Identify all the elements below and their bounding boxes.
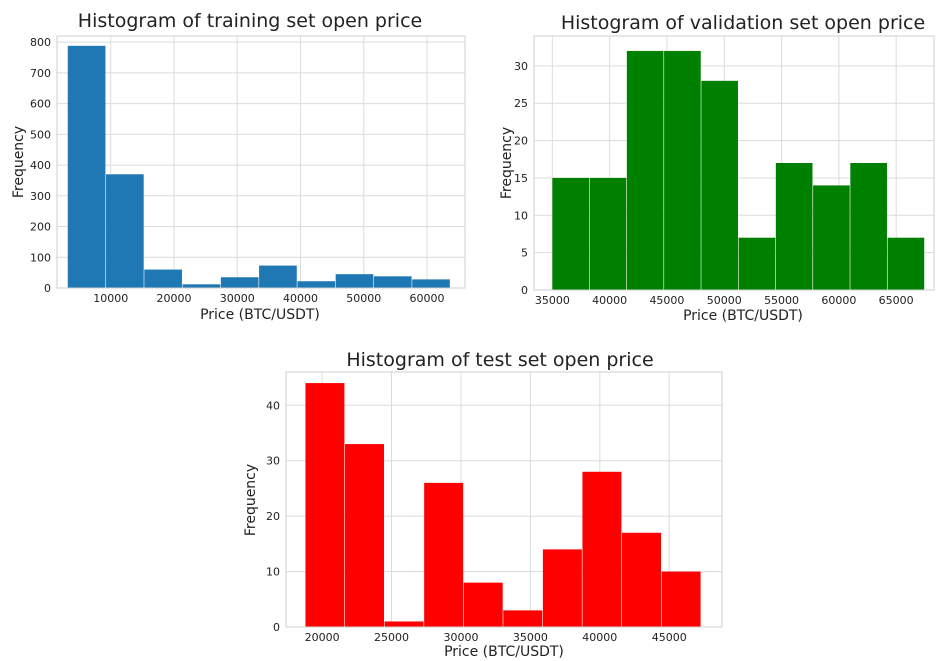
y-tick-label: 10: [266, 566, 280, 579]
histogram-training-chart: 0 100 200 300 400 500 600 700 800 10000 20000 30000…: [11, 10, 466, 323]
y-tick-label: 100: [30, 251, 51, 264]
histogram-bar: [463, 582, 503, 627]
grid: [57, 36, 465, 289]
x-tick-label: 45000: [652, 631, 687, 644]
bars: [552, 50, 925, 290]
bars: [67, 45, 450, 289]
histogram-bar: [67, 45, 106, 289]
histogram-bar: [622, 532, 661, 627]
histogram-bar: [305, 383, 345, 627]
y-tick-label: 500: [30, 128, 51, 141]
x-axis-label: Price (BTC/USDT): [683, 308, 803, 324]
histogram-bar: [850, 163, 887, 290]
histogram-bar: [626, 50, 664, 290]
y-tick-label: 0: [273, 621, 280, 634]
x-tick-label: 60000: [410, 292, 445, 305]
x-tick-label: 40000: [283, 292, 318, 305]
y-tick-label: 20: [266, 510, 280, 523]
y-tick-label: 10: [514, 209, 528, 222]
histogram-bar: [664, 50, 701, 290]
histogram-bar: [106, 174, 144, 288]
chart-title: Histogram of validation set open price: [561, 12, 925, 34]
tick-labels: 0 10 20 30 40 20000 25000 30000 35000 40000 45000: [266, 399, 687, 644]
x-axis-label: Price (BTC/USDT): [444, 644, 564, 660]
y-axis-label: Frequency: [499, 127, 515, 199]
x-tick-label: 10000: [93, 292, 128, 305]
histogram-bar: [297, 281, 336, 288]
y-tick-label: 15: [514, 172, 528, 185]
histogram-bar: [738, 237, 776, 290]
histogram-bar: [887, 237, 925, 290]
x-tick-label: 50000: [707, 294, 742, 307]
x-tick-label: 40000: [582, 631, 617, 644]
tick-labels: 0 5 10 15 20 25 30 35000 40000 45000 50000 55000 600…: [514, 60, 914, 307]
histogram-bar: [373, 276, 412, 288]
y-tick-label: 300: [30, 190, 51, 203]
histogram-bar: [144, 269, 182, 288]
histogram-bar: [589, 177, 627, 290]
chart-title: Histogram of training set open price: [78, 10, 422, 32]
x-tick-label: 40000: [592, 294, 627, 307]
histogram-bar: [182, 284, 221, 288]
y-tick-label: 700: [30, 67, 51, 80]
y-axis-label: Frequency: [243, 464, 259, 536]
x-tick-label: 50000: [346, 292, 381, 305]
y-tick-label: 400: [30, 159, 51, 172]
x-tick-label: 55000: [764, 294, 799, 307]
y-tick-label: 25: [514, 97, 528, 110]
histogram-bar: [220, 277, 259, 288]
x-axis-label: Price (BTC/USDT): [200, 307, 320, 323]
histogram-bar: [335, 274, 374, 288]
y-tick-label: 600: [30, 98, 51, 111]
y-axis-label: Frequency: [11, 126, 27, 198]
plot-frame: [533, 35, 935, 291]
y-tick-label: 800: [30, 36, 51, 49]
histogram-bar: [542, 549, 582, 627]
bars: [305, 383, 701, 627]
y-tick-label: 30: [514, 60, 528, 73]
histogram-bar: [552, 177, 589, 290]
histogram-bar: [813, 185, 850, 290]
x-tick-label: 30000: [220, 292, 255, 305]
histogram-bar: [503, 610, 543, 627]
histogram-bar: [345, 444, 384, 627]
tick-labels: 0 100 200 300 400 500 600 700 800 10000 20000 30000…: [30, 36, 445, 305]
y-tick-label: 0: [44, 282, 51, 295]
y-tick-label: 200: [30, 221, 51, 234]
y-tick-label: 0: [521, 284, 528, 297]
histogram-bar: [701, 80, 738, 290]
plot-frame: [56, 35, 466, 289]
histogram-bar: [424, 482, 464, 627]
x-tick-label: 65000: [879, 294, 914, 307]
x-tick-label: 45000: [649, 294, 684, 307]
histogram-bar: [384, 621, 424, 627]
histogram-bar: [259, 265, 297, 288]
y-tick-label: 30: [266, 455, 280, 468]
x-tick-label: 25000: [374, 631, 409, 644]
histogram-bar: [661, 571, 701, 627]
y-tick-label: 40: [266, 399, 280, 412]
x-tick-label: 30000: [443, 631, 478, 644]
histogram-bar: [775, 163, 813, 290]
chart-title: Histogram of test set open price: [346, 349, 653, 371]
y-tick-label: 5: [521, 247, 528, 260]
x-tick-label: 20000: [305, 631, 340, 644]
x-tick-label: 20000: [157, 292, 192, 305]
histogram-bar: [412, 279, 450, 288]
x-tick-label: 60000: [821, 294, 856, 307]
histogram-validation-chart: 0 5 10 15 20 25 30 35000 40000 45000 50000 55000 600…: [499, 12, 935, 324]
histogram-bar: [582, 471, 622, 627]
x-tick-label: 35000: [535, 294, 570, 307]
x-tick-label: 35000: [513, 631, 548, 644]
y-tick-label: 20: [514, 135, 528, 148]
plot-frame: [285, 371, 723, 628]
